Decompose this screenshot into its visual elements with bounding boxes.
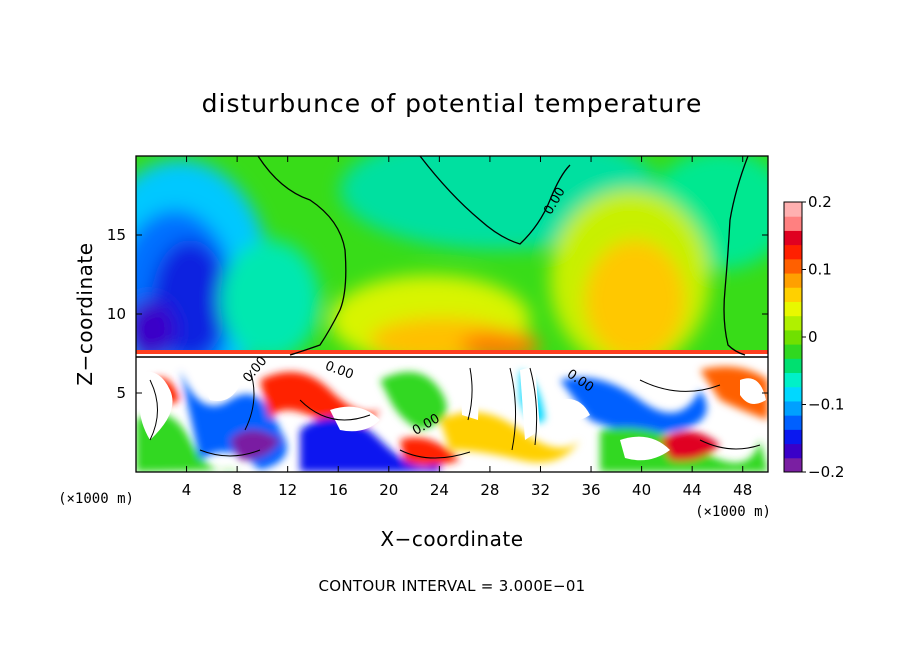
colorbar-swatch (784, 372, 802, 388)
x-axis-unit-right: (×1000 m) (695, 504, 771, 520)
colorbar-swatch (784, 273, 802, 288)
colorbar-swatch (784, 287, 802, 302)
y-axis: 5 10 15 (107, 226, 768, 402)
colorbar-swatch (784, 230, 802, 246)
colorbar-swatch (784, 216, 802, 231)
x-tick-label: 36 (581, 481, 600, 499)
x-tick-label: 44 (683, 481, 702, 499)
x-tick-label: 32 (531, 481, 550, 499)
x-tick-label: 28 (480, 481, 499, 499)
contour-interval-note: CONTOUR INTERVAL = 3.000E−01 (318, 577, 585, 595)
upper-field (136, 156, 768, 400)
y-tick-label: 5 (116, 384, 126, 402)
colorbar-tick-label: 0 (808, 328, 818, 346)
colorbar-swatch (784, 429, 802, 445)
colorbar-tick-label: −0.2 (808, 463, 844, 481)
colorbar-swatch (784, 358, 802, 374)
colorbar-swatch (784, 329, 802, 345)
x-tick-label: 16 (329, 481, 348, 499)
x-tick-label: 12 (278, 481, 297, 499)
colorbar-swatch (784, 202, 802, 217)
x-tick-label: 40 (632, 481, 651, 499)
colorbar-swatch (784, 415, 802, 430)
y-tick-label: 10 (107, 305, 126, 323)
colorbar-tick-label: 0.1 (808, 261, 832, 279)
colorbar-swatch (784, 386, 802, 402)
x-tick-label: 24 (430, 481, 449, 499)
colorbar: 0.2 0.1 0 −0.1 −0.2 (783, 193, 844, 481)
colorbar-swatch (784, 400, 802, 416)
colorbar-swatch (784, 244, 802, 260)
colorbar-tick-label: −0.1 (808, 396, 844, 414)
x-axis-label: X−coordinate (380, 527, 523, 551)
x-tick-label: 48 (733, 481, 752, 499)
y-axis-label: Z−coordinate (73, 242, 97, 385)
x-tick-label: 8 (232, 481, 242, 499)
x-axis: 4 8 12 16 20 24 28 32 36 40 44 48 (182, 156, 752, 499)
colorbar-swatch (784, 315, 802, 331)
y-tick-label: 15 (107, 226, 126, 244)
colorbar-tick-label: 0.2 (808, 193, 832, 211)
colorbar-swatch (784, 344, 802, 359)
chart-title: disturbunce of potential temperature (202, 89, 703, 118)
colorbar-swatch (784, 258, 802, 274)
lower-field (136, 356, 768, 472)
zero-contours (136, 156, 768, 358)
colorbar-swatch (784, 301, 802, 317)
x-tick-label: 4 (182, 481, 192, 499)
colorbar-swatch (784, 457, 802, 473)
x-axis-unit: (×1000 m) (58, 491, 134, 507)
x-tick-label: 20 (379, 481, 398, 499)
colorbar-swatch (784, 443, 802, 459)
